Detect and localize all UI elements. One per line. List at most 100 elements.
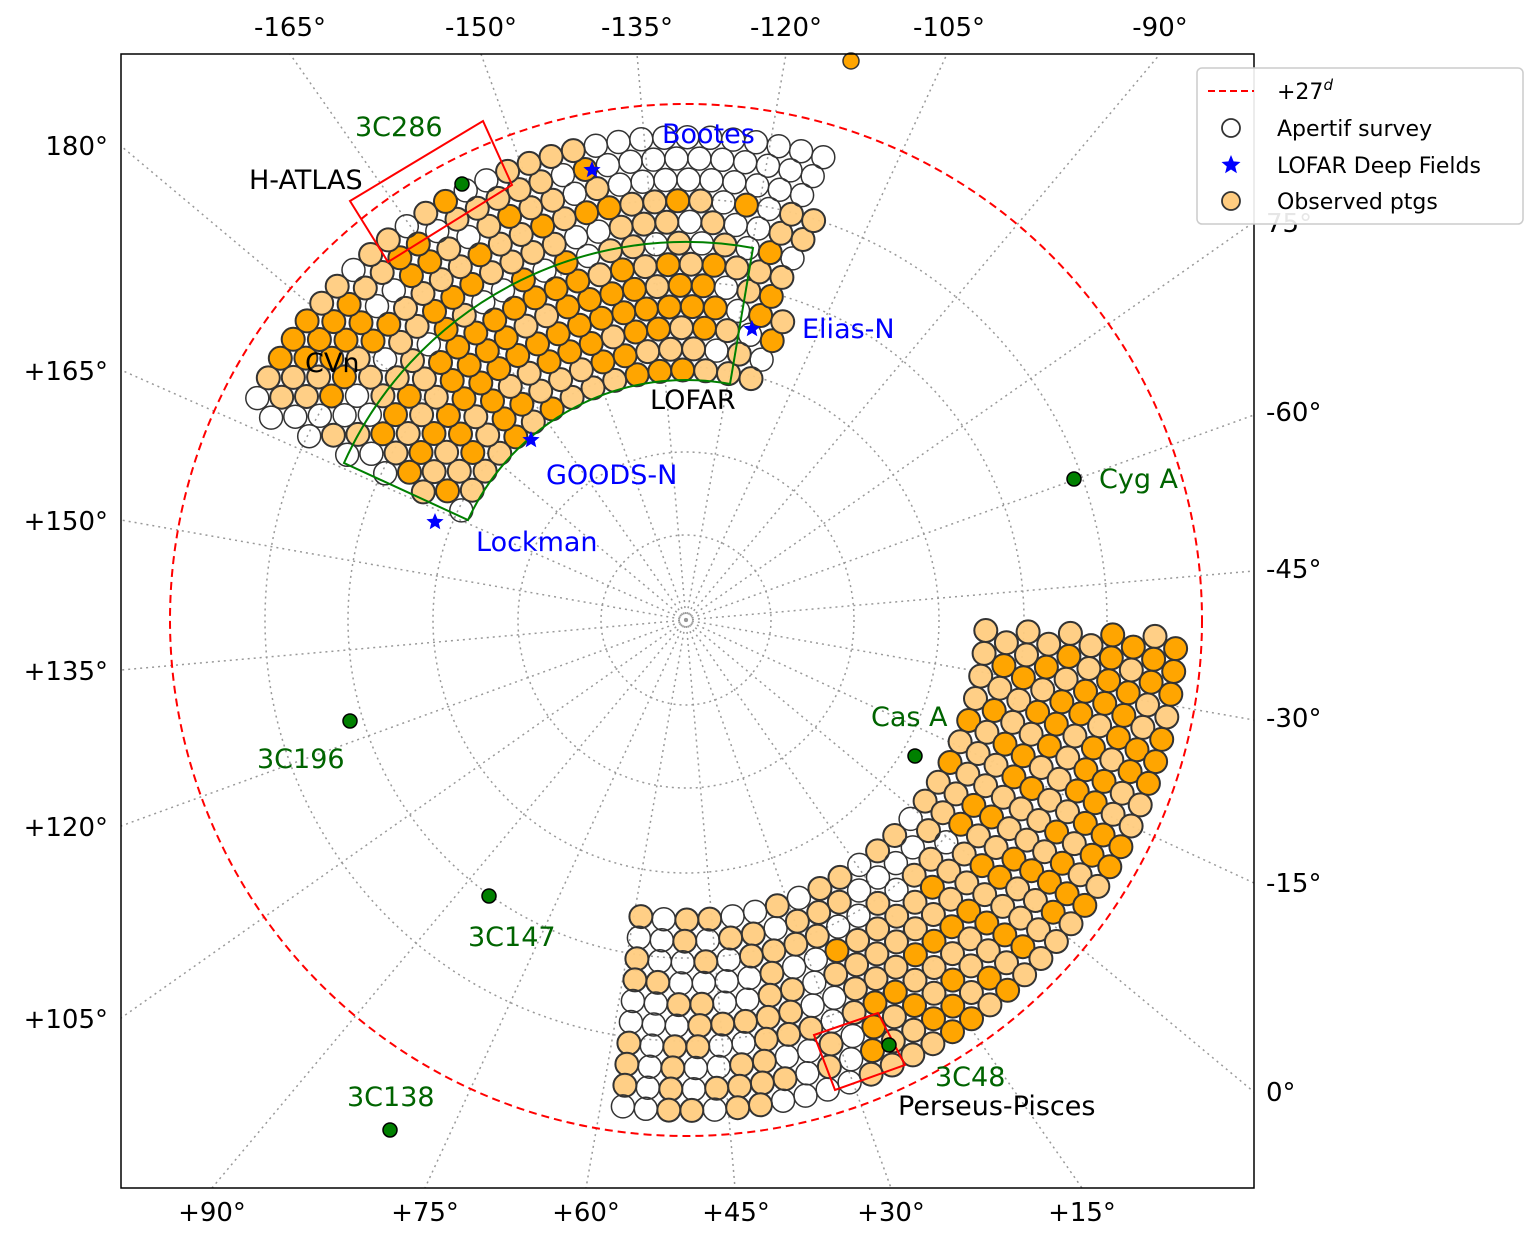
- observed-pointing: [358, 242, 384, 267]
- observed-pointing: [320, 422, 346, 448]
- observed-pointing: [1073, 757, 1099, 783]
- observed-pointing: [413, 200, 439, 226]
- observed-pointing: [536, 349, 562, 375]
- legend-label-survey: Apertif survey: [1277, 117, 1432, 142]
- survey-pointing: [283, 404, 308, 429]
- survey-pointing: [788, 138, 814, 164]
- observed-pointing: [463, 404, 489, 430]
- observed-pointing: [376, 311, 402, 337]
- survey-pointing: [699, 168, 724, 193]
- deep-field-label-bootes: Bootes: [662, 119, 755, 150]
- calibrator-label-3c196: 3C196: [257, 744, 345, 775]
- observed-pointing: [360, 328, 386, 354]
- observed-pointing: [1008, 796, 1034, 822]
- observed-pointing: [1026, 917, 1051, 943]
- observed-pointing: [826, 889, 852, 915]
- observed-pointing: [433, 188, 458, 214]
- top-tick-label: -90°: [1132, 13, 1187, 43]
- survey-pointing: [643, 991, 669, 1016]
- calibrator-label-cyg-a: Cyg A: [1099, 464, 1179, 495]
- left-tick-label: +105°: [24, 1005, 108, 1035]
- survey-pointing: [670, 950, 696, 975]
- observed-pointing: [702, 295, 728, 321]
- observed-pointing: [280, 326, 306, 352]
- observed-pointing: [1108, 834, 1134, 860]
- survey-pointing: [802, 970, 827, 995]
- observed-pointing: [476, 213, 502, 239]
- survey-pointing: [359, 441, 384, 467]
- observed-pointing: [294, 384, 319, 409]
- observed-pointing: [331, 364, 357, 390]
- observed-pointing: [749, 1070, 775, 1096]
- survey-pointing: [800, 993, 825, 1018]
- observed-pointing: [733, 1008, 758, 1034]
- observed-pointing: [818, 1031, 844, 1057]
- observed-pointing: [417, 249, 443, 275]
- survey-pointing: [296, 423, 322, 449]
- survey-pointing: [708, 1033, 733, 1058]
- observed-pointing: [884, 929, 909, 955]
- survey-pointing: [332, 402, 357, 428]
- top-tick-label: -165°: [254, 13, 326, 43]
- bottom-tick-label: +75°: [391, 1198, 459, 1228]
- survey-pointing: [471, 289, 496, 315]
- observed-pointing: [468, 370, 494, 396]
- observed-pointing: [1036, 631, 1062, 657]
- observed-pointing: [764, 893, 790, 919]
- observed-pointing: [502, 295, 527, 321]
- survey-pointing: [334, 442, 360, 468]
- observed-pointing: [439, 368, 465, 393]
- observed-pointing: [1158, 681, 1184, 707]
- observed-pointing: [464, 195, 490, 221]
- calibrator-label-3c286: 3C286: [355, 112, 443, 143]
- observed-pointing: [665, 188, 691, 214]
- observed-pointing: [1154, 704, 1180, 730]
- observed-pointing: [482, 307, 508, 333]
- observed-pointing: [645, 969, 671, 995]
- observed-pointing: [1064, 778, 1090, 804]
- observed-pointing: [725, 1095, 751, 1121]
- observed-pointing: [509, 391, 535, 417]
- observed-pointing: [718, 925, 744, 951]
- observed-pointing: [979, 804, 1004, 830]
- survey-pointing: [720, 904, 745, 929]
- survey-pointing: [647, 949, 673, 974]
- survey-pointing: [825, 914, 851, 939]
- observed-pointing: [977, 992, 1003, 1018]
- observed-pointing: [842, 52, 860, 70]
- survey-pointing: [793, 1083, 818, 1108]
- observed-pointing: [1054, 881, 1080, 907]
- observed-pointing: [447, 254, 473, 280]
- observed-pointing: [759, 328, 785, 354]
- observed-pointing: [1079, 842, 1105, 868]
- observed-pointing: [751, 1048, 777, 1074]
- observed-pointing: [972, 882, 998, 908]
- observed-pointing: [1014, 827, 1040, 853]
- observed-pointing: [1043, 929, 1069, 954]
- bottom-tick-labels: +90° +75° +60° +45° +30° +15°: [178, 1198, 1116, 1228]
- observed-pointing: [951, 841, 977, 867]
- observed-pointing: [1135, 770, 1161, 796]
- left-tick-label: +150°: [24, 507, 108, 537]
- observed-pointing: [1036, 733, 1062, 759]
- survey-pointing: [677, 209, 703, 235]
- observed-pointing: [435, 403, 461, 428]
- observed-pointing: [738, 943, 764, 969]
- observed-pointing: [729, 1052, 755, 1078]
- observed-pointing: [983, 752, 1009, 778]
- survey-pointing: [710, 147, 735, 173]
- observed-pointing: [669, 315, 694, 341]
- observed-pointing: [508, 222, 534, 247]
- observed-pointing: [397, 459, 422, 485]
- observed-pointing: [460, 440, 486, 465]
- survey-pointing: [695, 928, 720, 953]
- observed-pointing: [693, 949, 719, 975]
- legend-label-boundary: +27d: [1277, 76, 1333, 105]
- observed-pointing: [727, 1073, 753, 1099]
- legend-box: [1196, 67, 1524, 225]
- survey-pointing: [800, 163, 825, 189]
- observed-pointing: [499, 249, 525, 275]
- observed-pointing: [955, 761, 981, 787]
- survey-pointing: [898, 806, 923, 832]
- legend-marker-observed: [1221, 191, 1241, 211]
